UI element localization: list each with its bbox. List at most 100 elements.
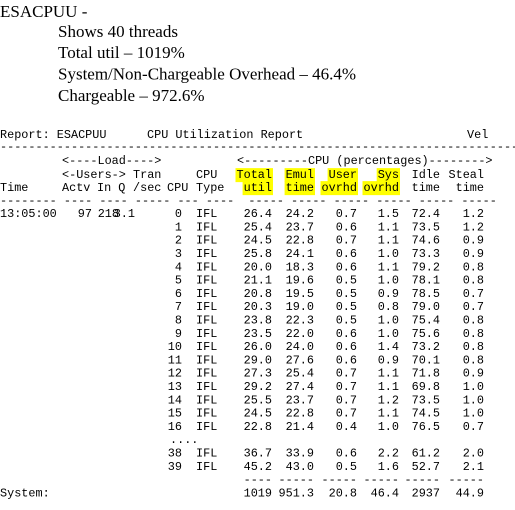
cell-value: 0.5 — [336, 314, 357, 328]
cell-value: 1.1 — [378, 234, 399, 248]
cell-type: IFL — [196, 447, 217, 461]
cell-cpu: 15 — [168, 407, 182, 421]
cell-value: 1.1 — [378, 220, 399, 234]
cell-value: 78.1 — [412, 274, 440, 288]
highlight — [235, 168, 273, 183]
cell-value: 75.6 — [412, 327, 440, 341]
cell-value: 24.0 — [286, 340, 314, 354]
cell-value: 1.0 — [378, 314, 399, 328]
cell-cpu: 10 — [168, 340, 182, 354]
highlight — [320, 181, 358, 196]
cell-value: 0.9 — [463, 247, 484, 261]
cell-value: 21.1 — [244, 274, 272, 288]
column-header: Tran — [133, 168, 161, 182]
cell-value: 22.3 — [286, 314, 314, 328]
cell-value: 78.5 — [412, 287, 440, 301]
cell-value: 79.0 — [412, 300, 440, 314]
cell-value: 29.2 — [244, 380, 272, 394]
cell-value: 0.8 — [463, 314, 484, 328]
cell-value: 22.8 — [286, 407, 314, 421]
column-header: Type — [196, 181, 224, 195]
total-rule: ----- — [405, 473, 441, 487]
cell-type: IFL — [196, 340, 217, 354]
cell-value: 25.4 — [244, 220, 272, 234]
cell-value: 0.8 — [463, 327, 484, 341]
cell-value: 74.6 — [412, 234, 440, 248]
column-header: <-Users-> — [62, 168, 126, 182]
column-header: CPU — [196, 168, 217, 182]
cell-value: 27.4 — [286, 380, 314, 394]
cell-value: 0.7 — [336, 380, 357, 394]
cell-value: 69.8 — [412, 380, 440, 394]
cell-value: 2.0 — [463, 447, 484, 461]
total-value: 1019 — [244, 486, 272, 500]
cell-value: 23.7 — [286, 220, 314, 234]
cell-value: 29.0 — [244, 353, 272, 367]
cell-type: IFL — [196, 274, 217, 288]
cell-cpu: 11 — [168, 353, 182, 367]
cell-value: 19.6 — [286, 274, 314, 288]
cell-value: 71.8 — [412, 367, 440, 381]
heading-line: Total util – 1019% — [58, 43, 185, 62]
cell-value: 22.8 — [286, 234, 314, 248]
cell-value: 0.9 — [463, 367, 484, 381]
cell-type: IFL — [196, 234, 217, 248]
cell-value: 0.7 — [463, 420, 484, 434]
cell-value: 27.6 — [286, 353, 314, 367]
cell-value: 1.1 — [378, 380, 399, 394]
column-header: Actv — [62, 181, 90, 195]
cell-value: 0.6 — [336, 247, 357, 261]
cell-value: 0.9 — [463, 234, 484, 248]
cell-value: 0.5 — [336, 274, 357, 288]
cell-value: 23.8 — [244, 314, 272, 328]
cell-type: IFL — [196, 393, 217, 407]
cell-value: 20.0 — [244, 260, 272, 274]
cell-value: 1.0 — [463, 380, 484, 394]
cell-value: 0.8 — [463, 353, 484, 367]
cell-value: 24.2 — [286, 207, 314, 221]
cell-value: 1.6 — [378, 460, 399, 474]
cell-value: 1.1 — [378, 367, 399, 381]
highlight — [242, 181, 273, 196]
column-header: Steal — [449, 168, 485, 182]
cell-cpu: 1 — [175, 220, 182, 234]
column-header: Time — [0, 181, 28, 195]
total-rule: ---- — [244, 473, 272, 487]
cell-in-q: 218 — [98, 207, 119, 221]
cell-value: 0.7 — [336, 207, 357, 221]
cell-value: 0.8 — [463, 340, 484, 354]
cell-type: IFL — [196, 367, 217, 381]
total-value: 46.4 — [371, 486, 399, 500]
cell-value: 2.2 — [378, 447, 399, 461]
total-rule: ----- — [364, 473, 400, 487]
heading-title: ESACPUU - — [0, 2, 88, 21]
report-label: Report: ESACPUU — [0, 128, 106, 142]
cell-value: 1.0 — [378, 420, 399, 434]
cell-value: 74.5 — [412, 407, 440, 421]
cell-value: 76.5 — [412, 420, 440, 434]
column-header: In Q — [97, 181, 125, 195]
column-header: time — [412, 181, 440, 195]
total-value: 44.9 — [456, 486, 484, 500]
cell-value: 36.7 — [244, 447, 272, 461]
cell-cpu: 3 — [175, 247, 182, 261]
cell-value: 1.2 — [463, 220, 484, 234]
cell-value: 25.4 — [286, 367, 314, 381]
cell-type: IFL — [196, 300, 217, 314]
column-header: Idle — [412, 168, 440, 182]
cell-cpu: 14 — [168, 393, 182, 407]
column-header: util — [244, 181, 272, 195]
column-header: CPU — [167, 181, 188, 195]
cell-value: 75.4 — [412, 314, 440, 328]
cell-value: 1.4 — [378, 340, 399, 354]
highlight — [327, 168, 358, 183]
cell-value: 1.0 — [378, 327, 399, 341]
cell-value: 0.6 — [336, 340, 357, 354]
cell-type: IFL — [196, 247, 217, 261]
cell-type: IFL — [196, 327, 217, 341]
heading-line: Chargeable – 972.6% — [58, 86, 205, 105]
cell-cpu: 6 — [175, 287, 182, 301]
cell-value: 43.0 — [286, 460, 314, 474]
cell-value: 0.6 — [336, 447, 357, 461]
cell-value: 21.4 — [286, 420, 314, 434]
